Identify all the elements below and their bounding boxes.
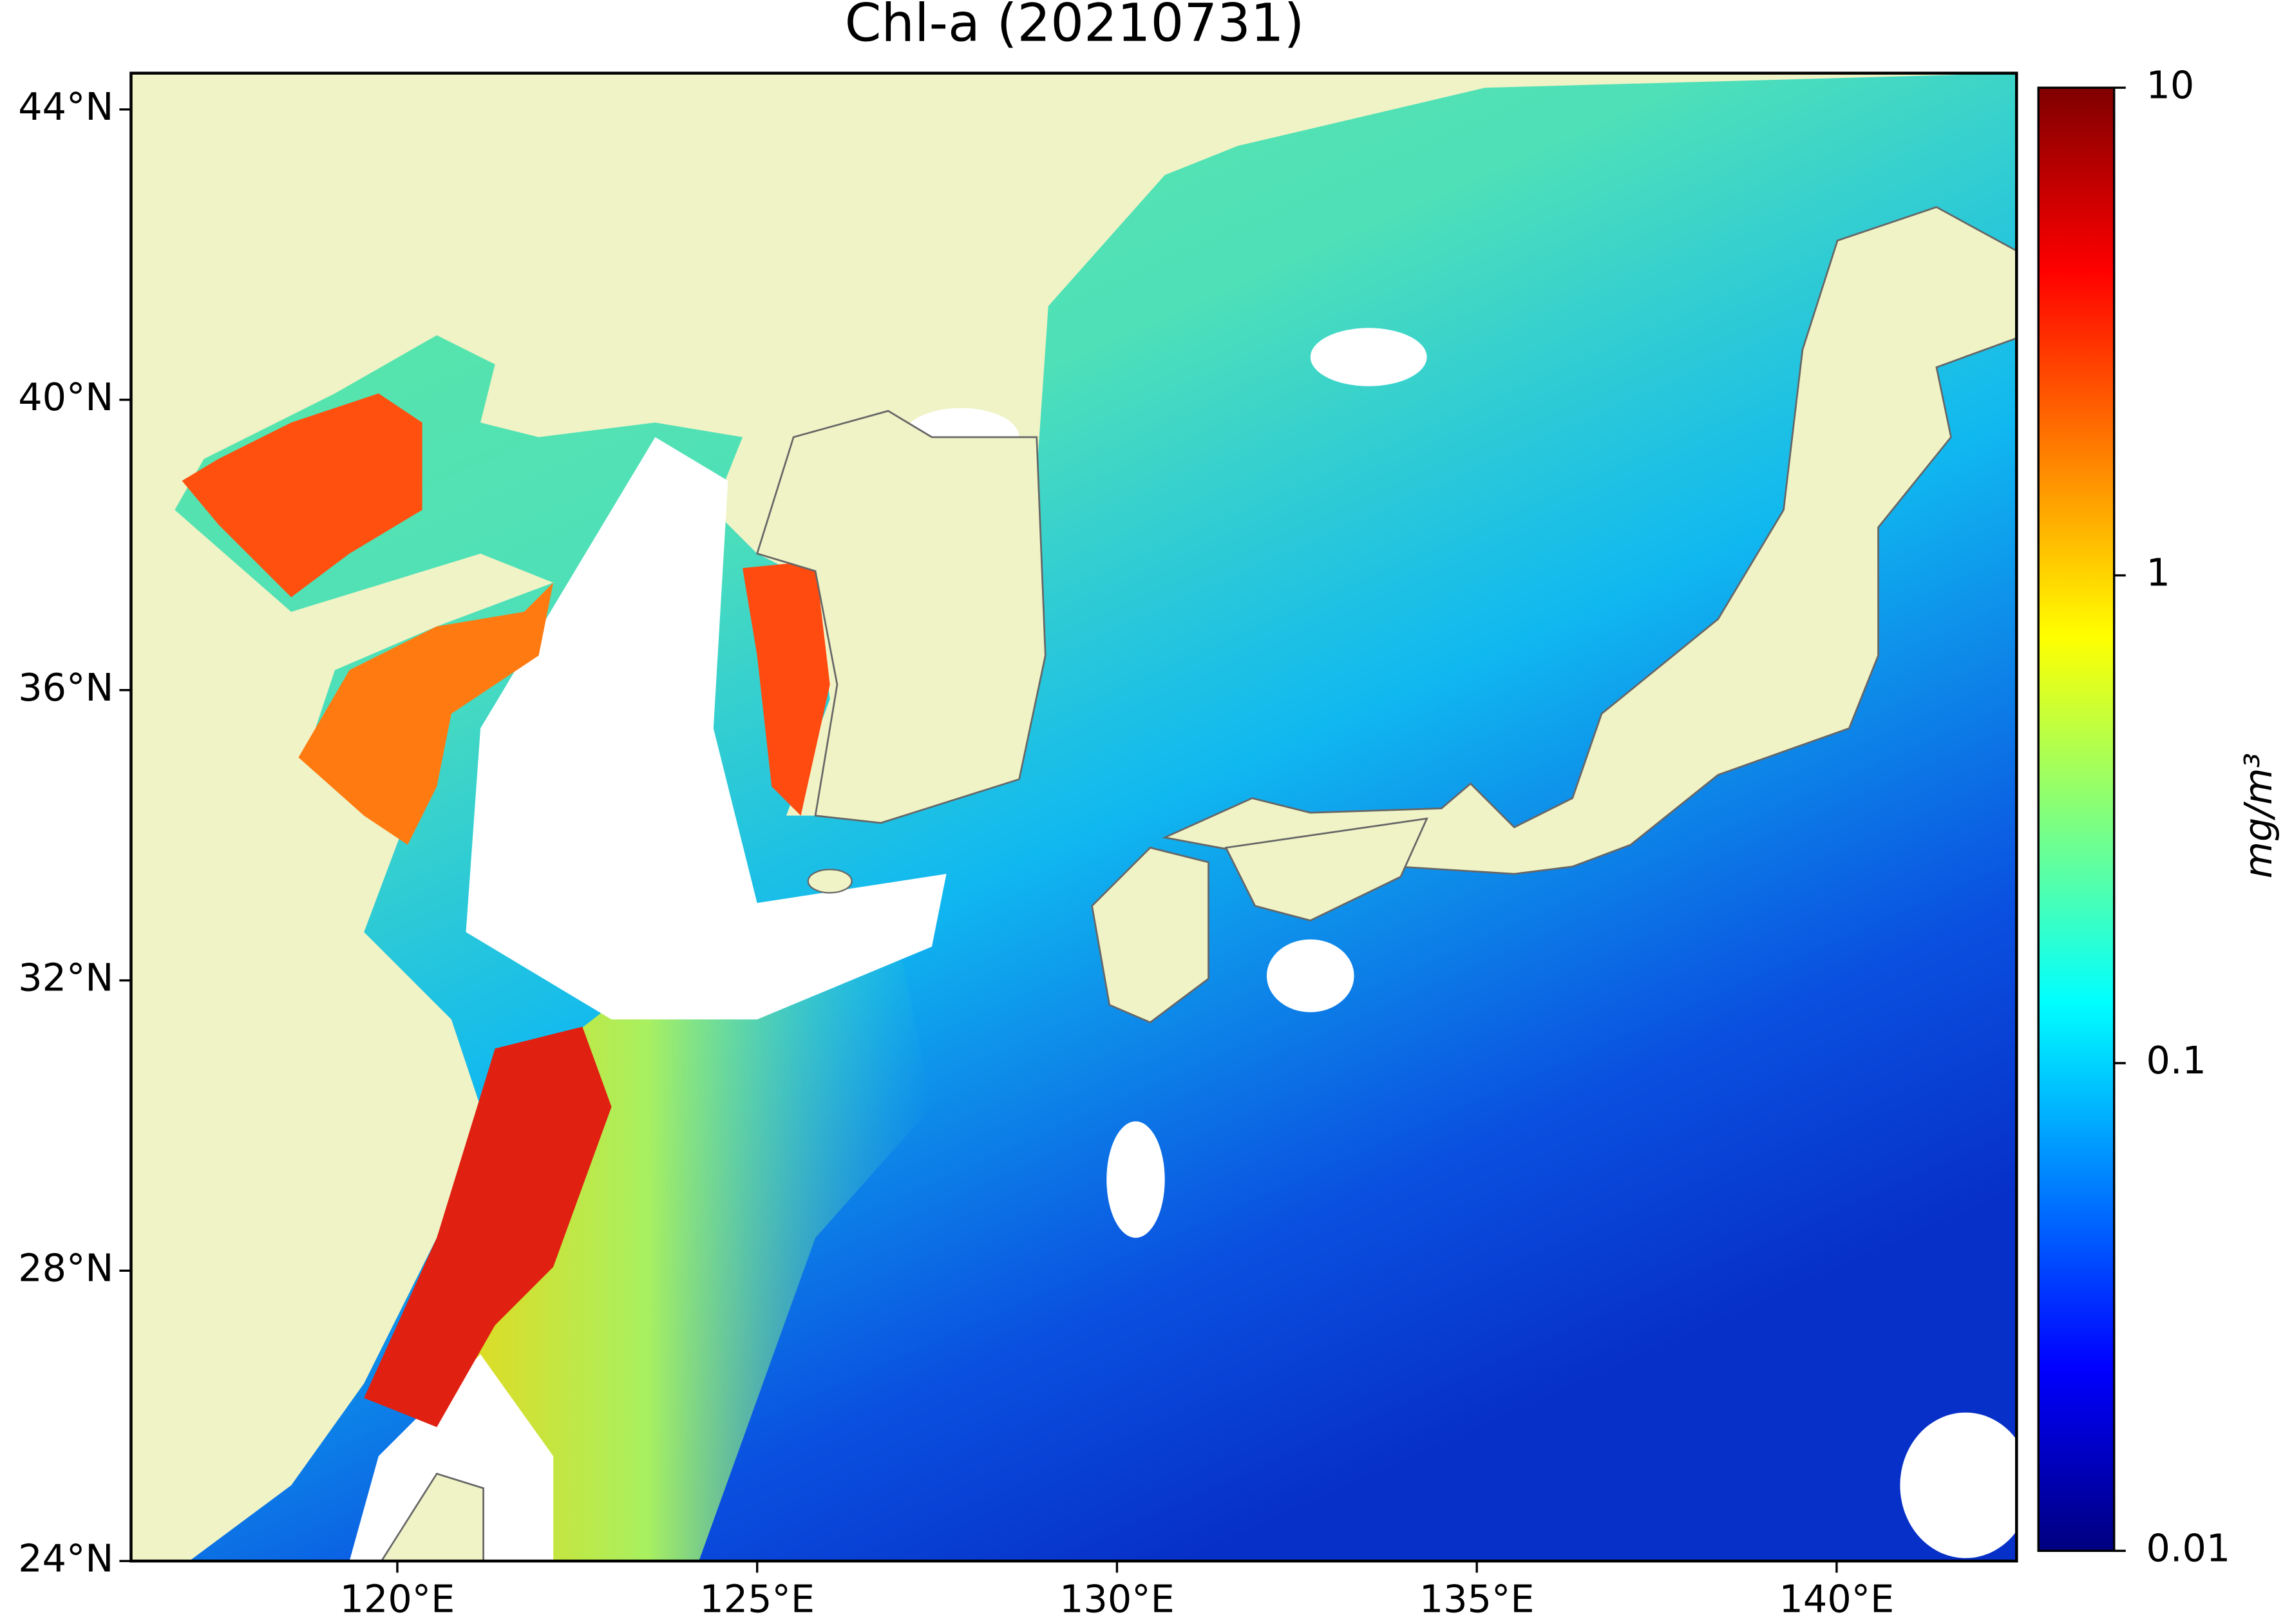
high-chl (364, 1026, 612, 1428)
colorbar-tick-label: 10 (2146, 62, 2194, 107)
land-shikoku (1224, 817, 1428, 921)
lon-tick-label: 125°E (699, 1577, 815, 1621)
high-chl (743, 561, 830, 816)
lat-tick-label: 24°N (18, 1536, 113, 1580)
colorbar-tick-label: 0.01 (2146, 1525, 2230, 1570)
colorbar-tick-label: 0.1 (2146, 1038, 2206, 1082)
land-japan (1162, 206, 2017, 875)
land-korea (755, 410, 1047, 824)
land-taiwan (380, 1472, 484, 1562)
land-jeju (807, 869, 853, 894)
lat-tick-label: 44°N (18, 84, 113, 129)
title: Chl-a (20210731) (845, 0, 1305, 54)
colorbar (2037, 86, 2116, 1553)
high-chl (182, 393, 422, 598)
cloud (349, 1354, 554, 1562)
cloud (1900, 1412, 2017, 1558)
high-chl (298, 582, 554, 845)
colorbar-label: mg/m³ (2236, 753, 2280, 878)
cloud (1266, 939, 1354, 1012)
lat-tick-label: 36°N (18, 665, 113, 710)
lon-tick-label: 130°E (1059, 1577, 1175, 1621)
lat-tick-label: 32°N (18, 956, 113, 1000)
lon-tick-label: 135°E (1419, 1577, 1535, 1621)
land-kyushu (1091, 846, 1209, 1024)
cloud (1310, 328, 1427, 386)
lon-tick-label: 140°E (1779, 1577, 1895, 1621)
map (131, 73, 2017, 1562)
colorbar-tick-label: 1 (2146, 551, 2170, 595)
cloud (1106, 1121, 1165, 1238)
lat-tick-label: 40°N (18, 375, 113, 419)
map-frame (129, 71, 2018, 1563)
lat-tick-label: 28°N (18, 1245, 113, 1290)
cloud (466, 437, 947, 1020)
lon-tick-label: 120°E (340, 1577, 455, 1621)
